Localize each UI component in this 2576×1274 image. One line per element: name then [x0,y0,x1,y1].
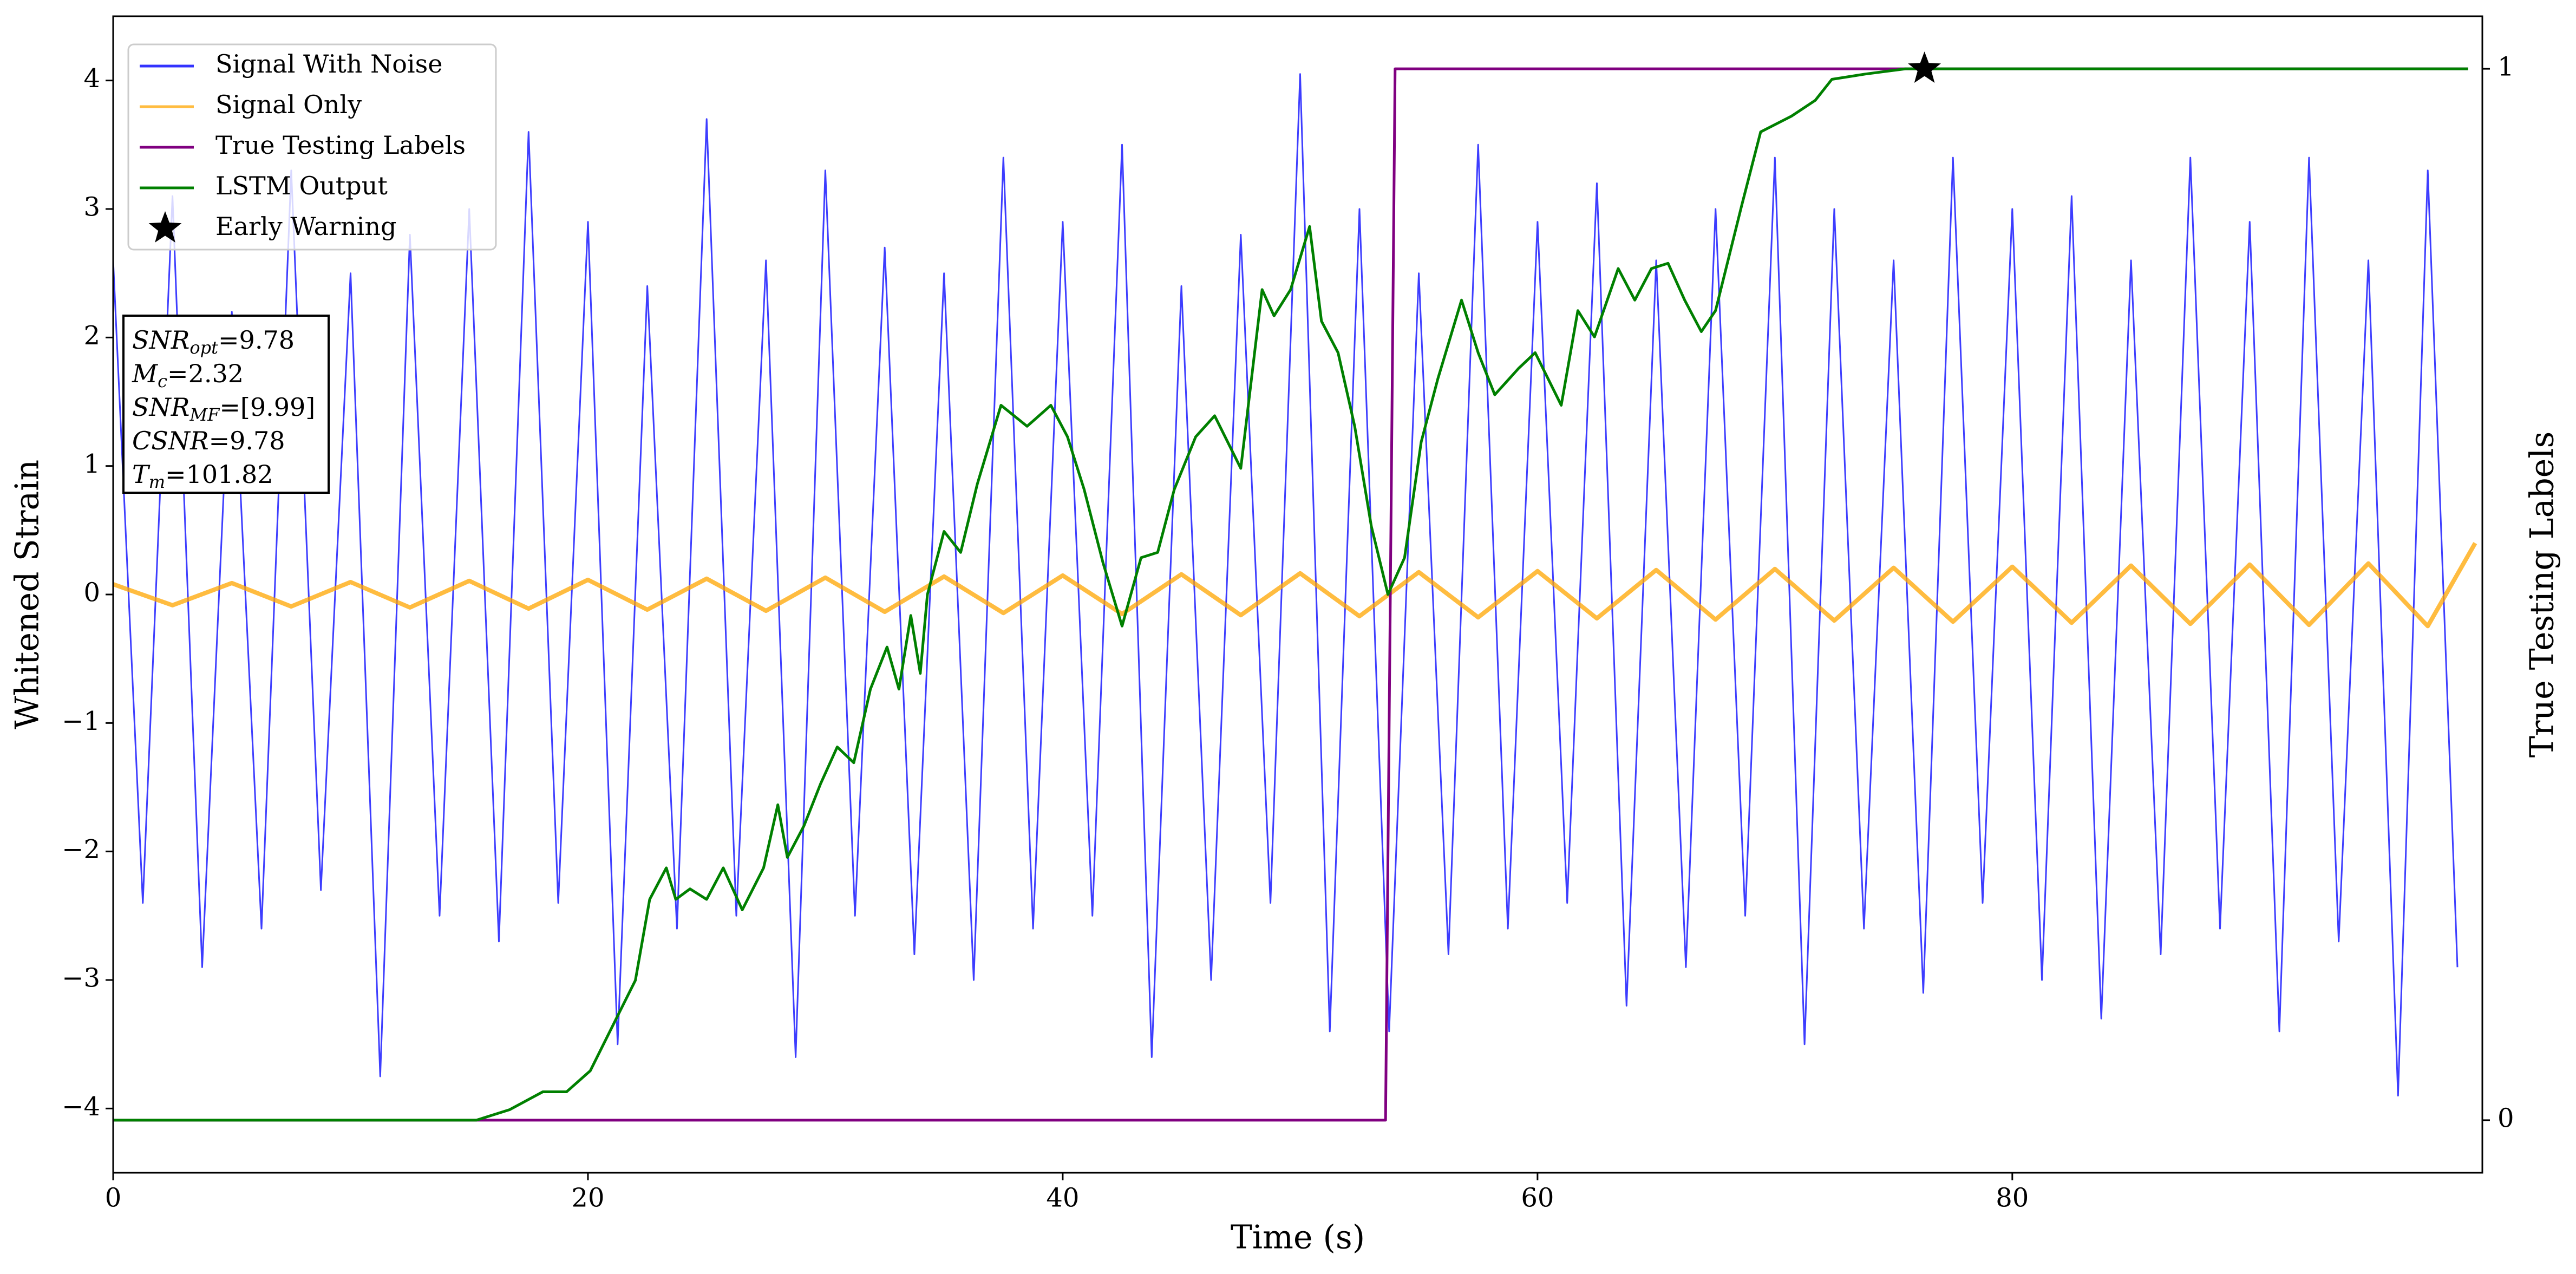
annotation-line: CSNR=9.78 [132,426,285,455]
annotation-value: =9.78 [218,325,295,355]
legend: Signal With Noise Signal Only True Testing… [127,43,497,251]
x-tick-label: 40 [1046,1183,1079,1213]
y-tick-label: 0 [83,578,100,608]
plot-frame [112,15,2483,1174]
y-tick-label: 3 [83,192,100,223]
annotation-subscript: opt [189,337,218,358]
annotation-line: Tm=101.82 [132,460,273,492]
legend-box [127,43,497,251]
legend-label: LSTM Output [215,171,388,200]
series-line [113,67,2468,1122]
series-line [113,73,2459,1097]
annotation-value: =9.78 [209,426,285,455]
annotation-value: =2.32 [167,359,244,388]
annotation-line: Mc=2.32 [132,359,244,391]
x-tick-label: 20 [571,1183,604,1213]
annotation-value: =[9.99] [219,393,315,422]
x-tick-label: 60 [1521,1183,1554,1213]
annotation-subscript: m [149,472,165,492]
y2-tick-label: 1 [2497,52,2514,82]
annotation-symbol: CSNR [132,426,209,455]
y2-axis-label: True Testing Labels [2523,432,2561,758]
y-tick-label: −4 [62,1092,100,1122]
series-line [113,542,2477,629]
x-tick-label: 80 [1996,1183,2029,1213]
y-tick-label: −1 [62,706,100,736]
legend-label: Signal Only [215,90,362,119]
annotation-value: =101.82 [165,460,273,489]
annotation-symbol: M [132,359,159,388]
legend-label: Signal With Noise [215,49,442,79]
y2-tick-label: 0 [2497,1103,2514,1133]
annotation-frame [122,315,330,494]
y-tick-label: −2 [62,834,100,865]
annotation-subscript: c [158,371,167,391]
annotation-line: SNRopt=9.78 [132,325,295,358]
y-axis-label: Whitened Strain [9,460,47,729]
annotation-box: SNRopt=9.78Mc=2.32SNRMF=[9.99]CSNR=9.78T… [122,315,330,494]
y-tick-label: −3 [62,963,100,994]
annotation-symbol: SNR [132,325,189,355]
early-warning-marker [1908,51,1941,83]
annotation-line: SNRMF=[9.99] [132,393,315,425]
y-tick-label: 2 [83,321,100,351]
annotation-symbol: SNR [132,393,189,422]
y-tick-label: 1 [83,449,100,479]
x-axis-label: Time (s) [1231,1219,1365,1257]
x-tick-label: 0 [105,1183,122,1213]
legend-label: True Testing Labels [215,130,466,160]
legend-marker [148,211,182,243]
annotation-subscript: MF [189,404,220,425]
annotation-symbol: T [132,460,151,489]
y-tick-label: 4 [83,63,100,94]
legend-label: Early Warning [215,212,396,241]
